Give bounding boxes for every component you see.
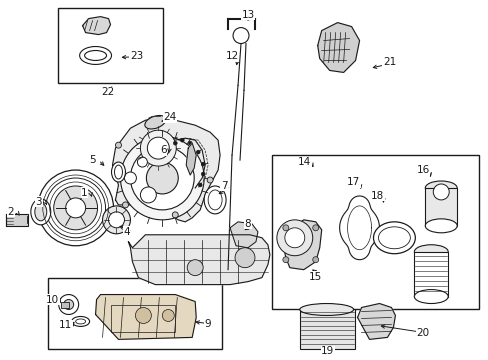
Text: 21: 21 [382, 58, 395, 67]
Bar [48, 278, 222, 349]
Text: 11: 11 [59, 320, 72, 330]
Polygon shape [95, 294, 196, 339]
Ellipse shape [425, 219, 456, 233]
Circle shape [282, 225, 288, 231]
Circle shape [312, 225, 318, 231]
Circle shape [207, 177, 213, 183]
Circle shape [432, 184, 448, 200]
Circle shape [46, 178, 105, 238]
Bar [299, 310, 354, 349]
Polygon shape [317, 23, 359, 72]
Text: 23: 23 [129, 51, 143, 62]
Ellipse shape [425, 181, 456, 195]
Polygon shape [82, 17, 110, 35]
Circle shape [122, 202, 128, 208]
Circle shape [180, 138, 184, 142]
Circle shape [188, 141, 192, 145]
Bar [58, 8, 163, 84]
Circle shape [135, 307, 151, 323]
Ellipse shape [203, 186, 225, 214]
Polygon shape [283, 220, 321, 270]
Ellipse shape [111, 162, 125, 182]
Bar [6, 214, 28, 226]
Circle shape [173, 141, 177, 145]
Polygon shape [357, 303, 395, 339]
Ellipse shape [208, 190, 222, 210]
Text: 13: 13 [241, 10, 254, 20]
Circle shape [312, 257, 318, 263]
Bar [271, 155, 478, 310]
Text: 4: 4 [123, 227, 129, 237]
Circle shape [201, 172, 205, 176]
Circle shape [282, 257, 288, 263]
Circle shape [120, 136, 203, 220]
Circle shape [115, 142, 121, 148]
Bar [110, 305, 175, 332]
Polygon shape [229, 222, 258, 248]
Circle shape [102, 206, 130, 234]
Ellipse shape [31, 199, 51, 225]
Text: 14: 14 [298, 157, 311, 167]
Polygon shape [112, 118, 220, 222]
Text: 5: 5 [89, 155, 96, 165]
Circle shape [172, 212, 178, 218]
Ellipse shape [144, 116, 165, 129]
Polygon shape [186, 143, 196, 175]
Circle shape [108, 212, 124, 228]
Ellipse shape [378, 227, 409, 249]
Circle shape [140, 130, 176, 166]
Circle shape [235, 248, 254, 268]
Ellipse shape [373, 222, 414, 254]
Bar [425, 188, 456, 226]
Ellipse shape [80, 46, 111, 64]
Bar [61, 302, 68, 307]
Circle shape [146, 162, 178, 194]
Text: 18: 18 [370, 191, 384, 201]
Circle shape [63, 300, 74, 310]
Text: 15: 15 [308, 272, 322, 282]
Circle shape [201, 162, 205, 166]
Text: 19: 19 [321, 346, 334, 356]
Ellipse shape [72, 316, 89, 327]
Circle shape [196, 150, 200, 154]
Text: 20: 20 [416, 328, 429, 338]
Circle shape [54, 186, 98, 230]
Circle shape [285, 228, 304, 248]
Text: 10: 10 [46, 294, 59, 305]
Text: 1: 1 [81, 188, 88, 198]
Text: 7: 7 [220, 181, 227, 191]
Text: 12: 12 [225, 51, 238, 62]
Text: 22: 22 [101, 87, 114, 97]
Text: 9: 9 [204, 319, 211, 329]
Circle shape [147, 137, 169, 159]
Ellipse shape [114, 165, 122, 179]
Text: 16: 16 [416, 165, 429, 175]
Text: 17: 17 [346, 177, 360, 187]
Ellipse shape [84, 50, 106, 60]
Ellipse shape [299, 303, 353, 315]
Text: 6: 6 [160, 145, 166, 155]
Text: 2: 2 [8, 207, 14, 217]
Circle shape [130, 146, 194, 210]
Circle shape [65, 198, 85, 218]
Ellipse shape [76, 319, 85, 324]
Ellipse shape [413, 245, 447, 259]
Circle shape [162, 310, 174, 321]
Text: 8: 8 [244, 219, 251, 229]
Circle shape [140, 187, 156, 203]
Text: 24: 24 [163, 112, 177, 122]
Polygon shape [128, 235, 269, 285]
Ellipse shape [413, 289, 447, 303]
Circle shape [198, 183, 202, 187]
Circle shape [38, 170, 113, 246]
Circle shape [187, 260, 203, 276]
Circle shape [233, 28, 248, 44]
Bar [413, 252, 447, 297]
Circle shape [276, 220, 312, 256]
Text: 3: 3 [36, 197, 42, 207]
Circle shape [124, 172, 136, 184]
Circle shape [59, 294, 79, 315]
Circle shape [137, 157, 147, 167]
Ellipse shape [35, 203, 47, 221]
